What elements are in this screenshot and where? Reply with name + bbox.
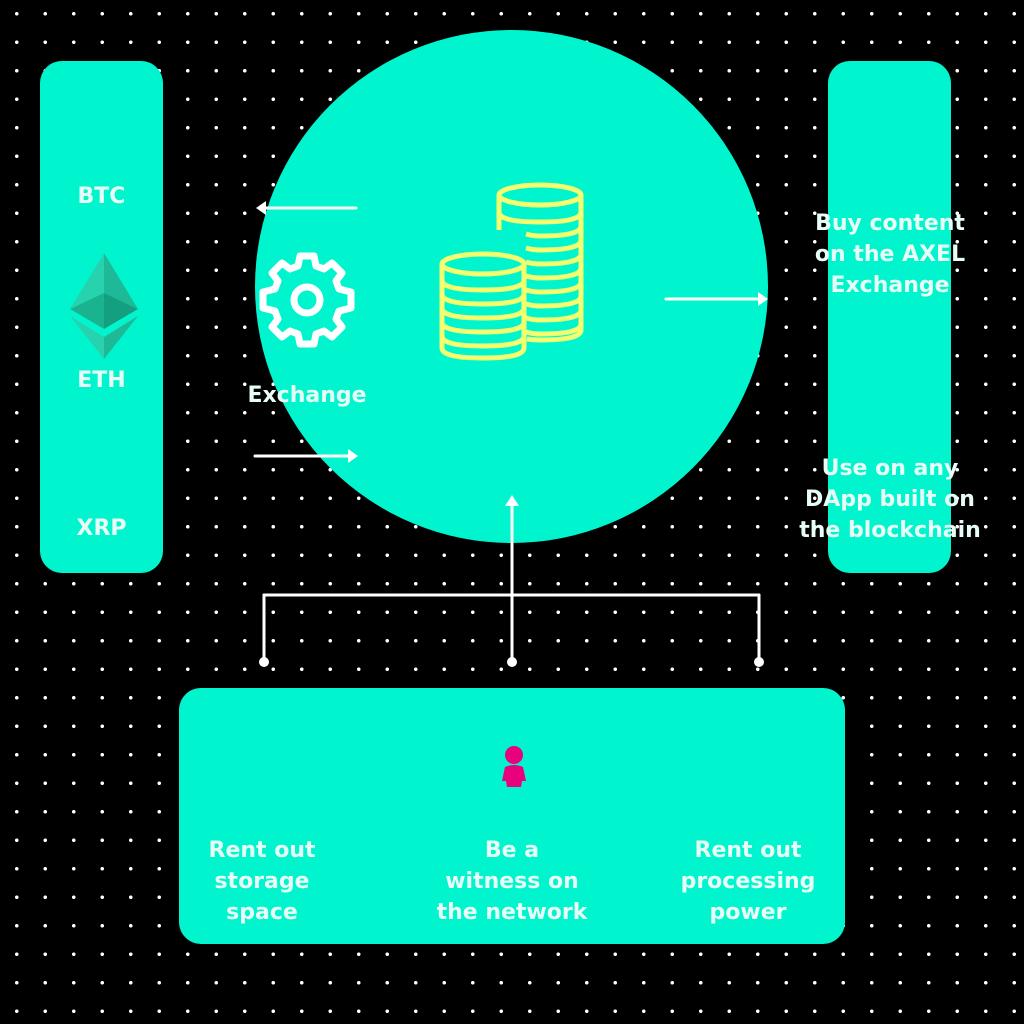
contribution-panel: [179, 688, 845, 944]
coins-stack-icon: [439, 182, 584, 361]
exchange-label: Exchange: [247, 383, 367, 408]
coin-label-eth: ETH: [77, 368, 126, 393]
coin-label-btc: BTC: [77, 184, 126, 209]
use-label-dapp: Use on any DApp built on the blockchain: [780, 453, 1000, 546]
contribution-label-storage: Rent out storage space: [208, 838, 316, 925]
coin-label-xrp: XRP: [76, 516, 127, 541]
ethereum-icon: [70, 253, 138, 359]
uses-panel: [828, 61, 951, 573]
use-label-buy-content-text: Buy content on the AXEL Exchange: [814, 211, 966, 298]
use-label-dapp-text: Use on any DApp built on the blockchain: [799, 456, 981, 543]
contribution-label-witness: Be a witness on the network: [436, 838, 588, 925]
person-icon: [502, 746, 526, 787]
gear-icon: [259, 252, 355, 348]
contribution-label-processing: Rent out processing power: [680, 838, 816, 925]
use-label-buy-content: Buy content on the AXEL Exchange: [780, 208, 1000, 301]
